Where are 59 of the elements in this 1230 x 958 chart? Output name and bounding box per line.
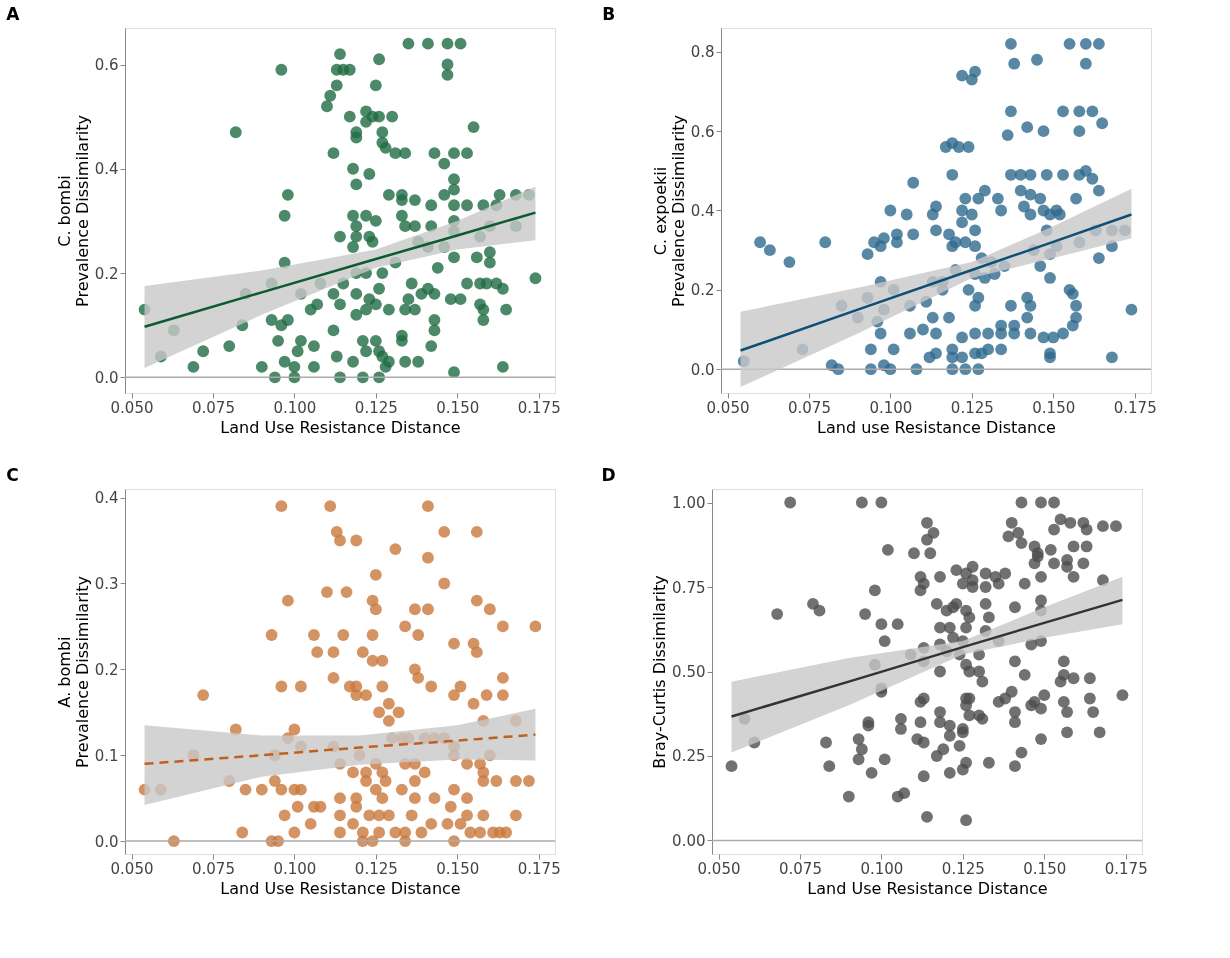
line-series xyxy=(730,598,1124,718)
chart-title: C xyxy=(6,465,19,485)
y-tick-label: 1.00 xyxy=(672,494,706,513)
x-tick-label: 0.100 xyxy=(273,859,317,878)
x-tick-label: 0.125 xyxy=(941,859,985,878)
x-tick-label: 0.050 xyxy=(697,859,741,878)
y-tick-label: 0.75 xyxy=(672,578,706,597)
y-tick-label: 0.2 xyxy=(690,281,715,300)
y-tick-label: 0.2 xyxy=(94,264,119,283)
x-axis-title: Land use Resistance Distance xyxy=(817,417,1056,437)
y-tick-label: 0.0 xyxy=(690,360,715,379)
y-tick-label: 0.2 xyxy=(94,660,119,679)
x-axis-title: Land Use Resistance Distance xyxy=(220,417,461,437)
y-tick-label: 0.0 xyxy=(94,368,119,387)
y-tick-label: 0.6 xyxy=(690,122,715,141)
y-tick-label: 0.4 xyxy=(94,160,119,179)
x-tick-label: 0.050 xyxy=(110,398,154,417)
x-tick-label: 0.100 xyxy=(860,859,904,878)
y-tick-label: 0.8 xyxy=(690,43,715,62)
x-axis-title: Land Use Resistance Distance xyxy=(220,878,461,898)
chart-title: A xyxy=(6,4,21,24)
x-tick-label: 0.125 xyxy=(354,398,398,417)
x-tick-label: 0.150 xyxy=(1023,859,1067,878)
line-series xyxy=(739,213,1133,352)
x-axis-title: Land Use Resistance Distance xyxy=(807,878,1048,898)
x-tick-label: 0.175 xyxy=(1113,398,1157,417)
x-tick-label: 0.150 xyxy=(1032,398,1076,417)
y-tick-label: 0.6 xyxy=(94,56,119,74)
x-tick-label: 0.150 xyxy=(436,398,480,417)
x-tick-label: 0.075 xyxy=(191,859,235,878)
x-tick-label: 0.125 xyxy=(950,398,994,417)
x-tick-label: 0.100 xyxy=(273,398,317,417)
y-tick-label: 0.3 xyxy=(94,574,119,593)
y-tick-label: 0.1 xyxy=(94,746,119,765)
x-tick-label: 0.050 xyxy=(706,398,750,417)
line-series xyxy=(143,211,537,329)
y-tick-label: 0.50 xyxy=(672,663,706,681)
y-tick-label: 0.4 xyxy=(690,202,715,220)
y-tick-label: 0.0 xyxy=(94,832,119,851)
y-tick-label: 0.4 xyxy=(94,489,119,508)
x-tick-label: 0.100 xyxy=(869,398,913,417)
x-tick-label: 0.150 xyxy=(436,859,480,878)
chart-title: B xyxy=(602,4,616,24)
x-tick-label: 0.175 xyxy=(517,859,561,878)
x-tick-label: 0.075 xyxy=(778,859,822,878)
x-tick-label: 0.175 xyxy=(517,398,561,417)
chart-title: D xyxy=(601,465,616,485)
y-axis-title: C. expoekii Prevalence Dissimilarity xyxy=(650,115,688,307)
y-tick-label: 0.00 xyxy=(672,831,706,850)
x-tick-label: 0.175 xyxy=(1104,859,1148,878)
y-tick-label: 0.25 xyxy=(672,747,706,766)
line-series xyxy=(143,733,537,766)
x-tick-label: 0.075 xyxy=(787,398,831,417)
x-tick-label: 0.050 xyxy=(110,859,154,878)
y-axis-title: C. bombi Prevalence Dissimilarity xyxy=(54,115,92,307)
x-tick-label: 0.075 xyxy=(191,398,235,417)
x-tick-label: 0.125 xyxy=(354,859,398,878)
y-axis-title: Bray-Curtis Dissimilarity xyxy=(650,575,670,769)
y-axis-title: A. bombi Prevalence Dissimilarity xyxy=(54,576,92,768)
